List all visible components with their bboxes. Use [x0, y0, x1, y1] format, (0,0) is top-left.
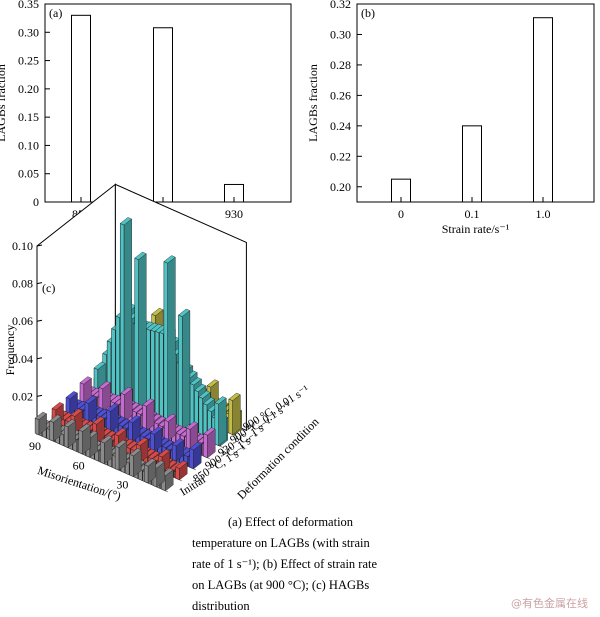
peak-bar-row1-front [175, 466, 180, 481]
peak-bar-row0-front [78, 429, 83, 455]
z-tick [36, 357, 43, 360]
peak-bar-row3-front [186, 427, 191, 451]
bar-850 [71, 14, 91, 203]
z-tick-label: 0.02 [12, 389, 33, 403]
peak-bar-row2-front [172, 444, 177, 462]
y-tick-label: 0.20 [330, 180, 351, 194]
peak-bar-row3-front [203, 433, 208, 459]
bar-row4-front [198, 396, 203, 439]
panel-c-3d-bar-chart: 0.020.040.060.080.10(c)Frequency906030Mi… [3, 183, 322, 503]
bar-row4-front [154, 330, 160, 420]
panel-label: (c) [42, 281, 55, 295]
caption-line-4: on LAGBs (at 900 °C); (c) HAGBs [192, 578, 370, 592]
peak-bar-row4-side [218, 397, 227, 447]
x-tick-label: 90 [29, 439, 41, 453]
peak-bar-row2-front [65, 397, 71, 415]
peak-bar-row4-front [119, 223, 125, 405]
peak-bar-row0-front [129, 453, 134, 478]
peak-bar-row0-front [34, 417, 40, 436]
y-tick-label: 0.30 [18, 25, 39, 39]
y-tick-label: 0.35 [18, 0, 39, 11]
x-tick-label: 30 [116, 478, 128, 492]
x-tick-label: 0.1 [465, 207, 480, 221]
peak-bar-row4-side [182, 310, 191, 430]
z-tick-label: 0.06 [12, 314, 33, 328]
watermark: @有色金属在线 [511, 597, 588, 610]
y-tick-label: 0.24 [330, 119, 351, 133]
y-tick-label: 0.32 [330, 0, 351, 11]
peak-bar-row4-side [123, 218, 132, 405]
peak-bar-row0-front [114, 445, 120, 471]
z-tick-label: 0.10 [12, 239, 33, 253]
z-axis-label: Frequency [3, 325, 17, 376]
caption-line-5: distribution [192, 599, 250, 613]
caption-line-1: (a) Effect of deformation [228, 515, 354, 529]
bar-row0-front [59, 432, 64, 447]
peak-bar-row2-front [189, 448, 194, 470]
x-tick-label: 930 [225, 207, 243, 221]
bar-900 [153, 27, 173, 203]
y-axis-label: LAGBs fraction [306, 64, 320, 142]
z-tick-label: 0.08 [12, 277, 33, 291]
peak-bar-row0-front [144, 464, 149, 484]
x-axis-label: Strain rate/s⁻¹ [442, 222, 510, 236]
z-tick [36, 319, 43, 322]
y-tick-label: 0.05 [18, 167, 39, 181]
panel-label: (b) [361, 6, 375, 20]
peak-bar-row0-front [49, 420, 54, 442]
bar-row4-front [111, 328, 116, 401]
bar-row4-front [159, 331, 164, 422]
peak-bar-row5-front [228, 398, 233, 435]
y-tick-label: 0 [33, 195, 39, 209]
y-axis-label: LAGBs fraction [0, 64, 8, 142]
figure-caption: (a) Effect of deformation temperature on… [192, 512, 420, 617]
z-tick [36, 244, 43, 247]
y-tick-label: 0.10 [18, 138, 39, 152]
bar-0.1 [462, 125, 482, 203]
y-tick-label: 0.26 [330, 88, 351, 102]
z-tick [36, 282, 43, 285]
panel-b-bar-chart: (b) 0.20 0.22 0.24 0.26 0.28 0.30 0.32 0 0.1 1.0 St… [306, 0, 595, 236]
bar-1.0 [533, 17, 553, 203]
x-tick-label: 60 [73, 458, 85, 472]
z-tick [36, 394, 43, 397]
z-tick-label: 0.04 [12, 352, 33, 366]
peak-bar-row4-front [163, 261, 168, 424]
peak-bar-row4-front [178, 314, 183, 430]
caption-line-2: temperature on LAGBs (with strain [192, 536, 370, 550]
peak-bar-row4-front [134, 257, 139, 411]
caption-line-3: rate of 1 s⁻¹); (b) Effect of strain rat… [192, 557, 378, 571]
y-tick-label: 0.15 [18, 110, 39, 124]
x-tick-label: 1.0 [536, 207, 551, 221]
panel-label: (a) [49, 6, 62, 20]
peak-bar-row0-front [100, 441, 105, 465]
y-tick-label: 0.22 [330, 149, 351, 163]
peak-bar-row4-side [167, 256, 176, 424]
y-tick-label: 0.30 [330, 27, 351, 41]
x-tick-label: 0 [398, 207, 404, 221]
y-tick-label: 0.20 [18, 82, 39, 96]
y-tick-label: 0.28 [330, 58, 351, 72]
peak-bar-row3-front [79, 382, 85, 404]
peak-bar-row4-front [214, 402, 219, 446]
bar-row4-front [115, 315, 120, 403]
peak-bar-row4-side [138, 253, 147, 411]
peak-bar-row0-front [63, 424, 69, 449]
y-tick-label: 0.25 [18, 54, 39, 68]
